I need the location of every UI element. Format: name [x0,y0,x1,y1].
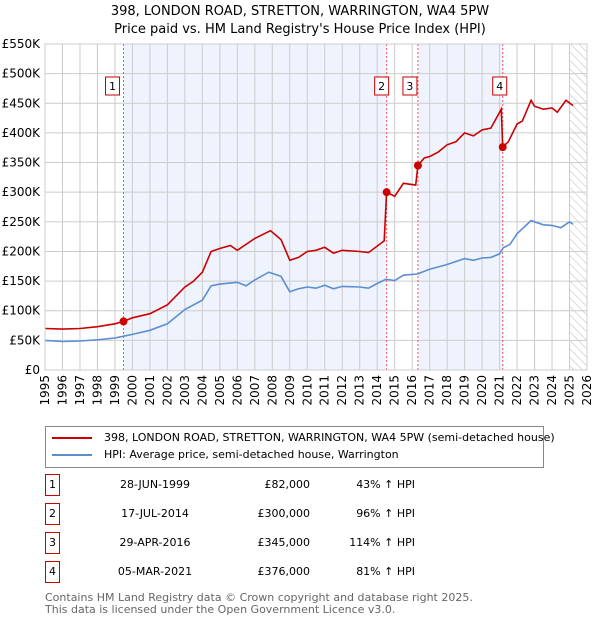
y-tick-label: £450K [2,96,42,110]
x-tick-label: 2026 [580,375,594,406]
sale-point [498,143,507,152]
sale-row: 1 28-JUN-1999 £82,000 43% ↑ HPI [45,474,445,498]
sale-label: 4 [496,80,503,93]
sale-hpi-change: 81% ↑ HPI [356,565,415,578]
x-tick-label: 2016 [405,375,419,406]
x-tick-label: 1995 [38,375,52,406]
x-tick-label: 2007 [248,375,262,406]
sale-price: £345,000 [257,536,311,549]
sale-label: 3 [406,80,413,93]
x-tick-label: 2021 [493,375,507,406]
legend-item-hpi: HPI: Average price, semi-detached house,… [52,448,399,461]
x-tick-label: 2014 [370,375,384,406]
legend-swatch-blue [52,453,92,456]
sale-row: 4 05-MAR-2021 £376,000 81% ↑ HPI [45,561,445,585]
series-line [44,219,574,343]
plot-border [44,43,588,371]
x-tick-label: 2013 [353,375,367,406]
y-tick-label: £550K [2,37,42,51]
sale-date: 28-JUN-1999 [119,478,191,491]
y-tick-label: £50K [9,333,41,347]
x-tick-label: 2003 [178,375,192,406]
x-tick-label: 2023 [528,375,542,406]
x-tick-label: 1996 [55,375,69,406]
x-tick-label: 2005 [213,375,227,406]
footer: Contains HM Land Registry data © Crown c… [45,592,473,616]
x-tick-label: 2006 [230,375,244,406]
x-tick-label: 2025 [563,375,577,406]
x-tick-label: 2017 [423,375,437,406]
x-tick-label: 2012 [335,375,349,406]
y-tick-label: £400K [2,126,42,140]
y-tick-label: £0 [25,363,40,377]
price-chart: 1995 1996 1997 1998 1999 2000 2001 2002 2003 2004… [2,37,594,406]
sale-label-box [105,76,121,96]
sale-hpi-change: 43% ↑ HPI [356,478,415,491]
sale-price: £82,000 [264,478,311,491]
x-tick-label: 2024 [545,375,559,406]
sale-label-box [374,76,390,96]
x-tick-label: 2002 [160,375,174,406]
sale-date: 17-JUL-2014 [121,507,189,520]
footer-line-1: Contains HM Land Registry data © Crown c… [45,591,473,604]
footer-line-2: This data is licensed under the Open Gov… [45,603,396,616]
sale-price: £300,000 [257,507,311,520]
sale-price: £376,000 [257,565,311,578]
sale-number-badge: 3 [45,532,60,554]
sale-point [413,161,422,170]
legend-swatch-red [52,436,92,439]
sale-row: 3 29-APR-2016 £345,000 114% ↑ HPI [45,532,445,556]
x-tick-label: 2011 [318,375,332,406]
x-tick-label: 2020 [475,375,489,406]
x-tick-label: 1998 [90,375,104,406]
series-line [44,98,574,330]
y-tick-label: £500K [2,67,42,81]
x-tick-label: 1997 [73,375,87,406]
sale-point [119,317,128,326]
sale-date: 29-APR-2016 [119,536,191,549]
legend-label: HPI: Average price, semi-detached house,… [104,448,399,461]
sale-row: 2 17-JUL-2014 £300,000 96% ↑ HPI [45,503,445,527]
x-tick-label: 2001 [143,375,157,406]
x-tick-label: 2010 [300,375,314,406]
y-tick-label: £350K [2,156,42,170]
sale-point [382,188,391,197]
x-tick-label: 2019 [458,375,472,406]
legend-label: 398, LONDON ROAD, STRETTON, WARRINGTON, … [104,431,555,444]
y-tick-label: £200K [2,244,42,258]
y-tick-label: £100K [2,304,42,318]
sale-label-box [492,76,508,96]
shaded-period [417,44,503,370]
sale-number-badge: 2 [45,503,60,525]
sale-hpi-change: 114% ↑ HPI [349,536,415,549]
x-tick-label: 2004 [195,375,209,406]
chart-title: 398, LONDON ROAD, STRETTON, WARRINGTON, … [0,3,600,39]
x-tick-label: 2018 [440,375,454,406]
x-tick-label: 2022 [510,375,524,406]
y-tick-label: £250K [2,215,42,229]
sale-label-box [402,76,418,96]
x-tick-label: 2008 [265,375,279,406]
x-tick-label: 2015 [388,375,402,406]
title-line-2: Price paid vs. HM Land Registry's House … [114,22,486,37]
legend: 398, LONDON ROAD, STRETTON, WARRINGTON, … [45,426,555,468]
y-tick-label: £150K [2,274,42,288]
sale-date: 05-MAR-2021 [117,565,193,578]
sale-number-badge: 1 [45,474,60,496]
x-tick-label: 2009 [283,375,297,406]
legend-item-property: 398, LONDON ROAD, STRETTON, WARRINGTON, … [52,431,555,444]
y-tick-label: £300K [2,185,42,199]
sale-hpi-change: 96% ↑ HPI [356,507,415,520]
sale-label: 1 [109,80,116,93]
sale-number-badge: 4 [45,561,60,583]
title-line-1: 398, LONDON ROAD, STRETTON, WARRINGTON, … [110,4,490,19]
sale-label: 2 [378,80,385,93]
forecast-hatch [569,44,587,370]
x-tick-label: 1999 [108,375,122,406]
x-tick-label: 2000 [125,375,139,406]
